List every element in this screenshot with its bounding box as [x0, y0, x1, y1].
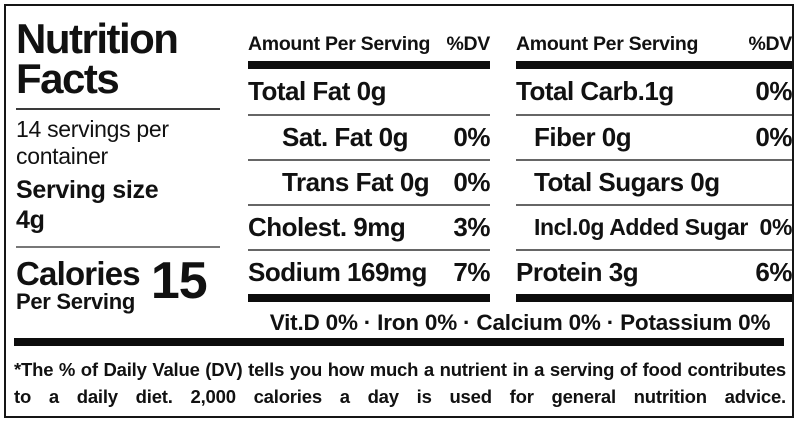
divider [16, 246, 220, 248]
nutrient-row-sodium: Sodium 169mg 7% [248, 249, 490, 294]
nutrient-name: Total Carb.1g [516, 76, 674, 106]
thick-rule-full-width [14, 338, 784, 346]
nutrient-row-total-sugars: Total Sugars 0g [516, 159, 792, 204]
nutrient-name: Incl.0g Added Sugar [534, 214, 748, 240]
thick-rule [516, 294, 792, 302]
thick-rule [248, 61, 490, 69]
nutrient-name: Sat. Fat 0g [282, 122, 408, 152]
nutrient-row-trans-fat: Trans Fat 0g 0% [248, 159, 490, 204]
left-panel: Nutrition Facts 14 servings per containe… [16, 14, 228, 314]
nutrient-name: Sodium 169mg [248, 257, 427, 287]
nutrient-row-total-fat: Total Fat 0g [248, 69, 490, 114]
nutrient-column-fat: Amount Per Serving %DV Total Fat 0g Sat.… [248, 28, 490, 302]
nutrient-row-added-sugar: Incl.0g Added Sugar 0% [516, 204, 792, 249]
nutrient-rows: Total Carb.1g 0% Fiber 0g 0% Total Sugar… [516, 69, 792, 294]
amount-per-serving-header: Amount Per Serving [516, 33, 699, 55]
calories-label: Calories [16, 255, 141, 292]
serving-size-value: 4g [16, 206, 45, 234]
nutrient-name: Total Sugars 0g [534, 167, 720, 197]
dv-header: %DV [748, 33, 792, 55]
divider [16, 108, 220, 110]
micronutrients-row: Vit.D 0% · Iron 0% · Calcium 0% · Potass… [269, 309, 771, 335]
daily-value-footnote: *The % of Daily Value (DV) tells you how… [14, 359, 786, 407]
servings-per-container: 14 servings per container [16, 116, 169, 169]
calories-per-serving: Per Serving [16, 289, 135, 314]
nutrient-name: Protein 3g [516, 257, 639, 287]
nutrient-name: Trans Fat 0g [282, 167, 430, 197]
nutrient-dv: 0% [453, 167, 490, 197]
thick-rule [516, 61, 792, 69]
nutrient-row-sat-fat: Sat. Fat 0g 0% [248, 114, 490, 159]
nutrient-rows: Total Fat 0g Sat. Fat 0g 0% Trans Fat 0g… [248, 69, 490, 294]
calories-value: 15 [150, 252, 208, 310]
label-title: Nutrition Facts [16, 15, 179, 102]
column-header: Amount Per Serving %DV [516, 28, 792, 61]
nutrient-row-total-carb: Total Carb.1g 0% [516, 69, 792, 114]
nutrient-dv: 0% [755, 122, 792, 152]
serving-size-label: Serving size [16, 176, 159, 204]
nutrient-name: Fiber 0g [534, 122, 632, 152]
calories-row: Calories Per Serving 15 [16, 255, 228, 314]
nutrient-dv: 3% [453, 212, 490, 242]
nutrient-row-cholesterol: Cholest. 9mg 3% [248, 204, 490, 249]
nutrient-dv: 7% [453, 257, 490, 287]
calories-block: Calories Per Serving [16, 255, 141, 314]
nutrition-facts-label: Nutrition Facts 14 servings per containe… [4, 4, 794, 418]
nutrient-dv: 6% [755, 257, 792, 287]
nutrient-dv: 0% [755, 76, 792, 106]
nutrient-name: Total Fat 0g [248, 76, 386, 106]
nutrient-row-protein: Protein 3g 6% [516, 249, 792, 294]
column-header: Amount Per Serving %DV [248, 28, 490, 61]
amount-per-serving-header: Amount Per Serving [248, 33, 431, 55]
thick-rule [248, 294, 490, 302]
nutrient-column-carb: Amount Per Serving %DV Total Carb.1g 0% … [516, 28, 792, 302]
nutrient-row-fiber: Fiber 0g 0% [516, 114, 792, 159]
nutrient-dv: 0% [759, 214, 793, 240]
nutrient-name: Cholest. 9mg [248, 212, 406, 242]
nutrient-dv: 0% [453, 122, 490, 152]
dv-header: %DV [446, 33, 490, 55]
